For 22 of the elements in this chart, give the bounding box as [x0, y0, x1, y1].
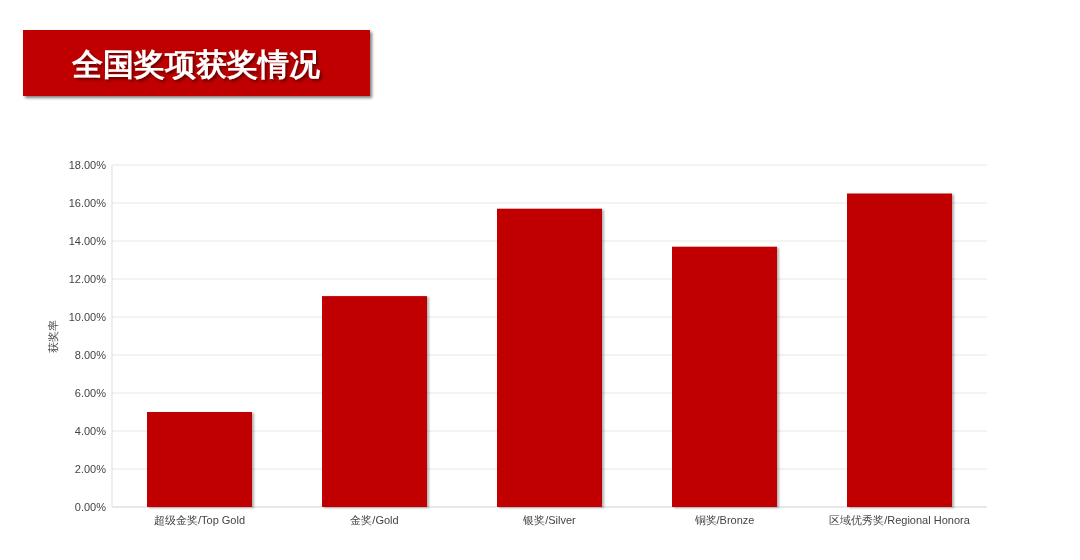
- bar: [847, 193, 952, 507]
- y-tick-label: 10.00%: [68, 311, 107, 323]
- y-tick-label: 16.00%: [68, 197, 107, 209]
- y-tick-label: 14.00%: [68, 235, 107, 247]
- y-tick-label: 12.00%: [68, 273, 107, 285]
- chart-title: 全国奖项获奖情况: [71, 46, 321, 82]
- bar: [147, 412, 252, 507]
- y-tick-label: 4.00%: [74, 425, 107, 437]
- bar: [497, 208, 602, 507]
- y-tick-label: 2.00%: [74, 463, 107, 475]
- y-tick-label: 18.00%: [68, 159, 107, 171]
- x-tick-label: 超级金奖/Top Gold: [153, 514, 246, 526]
- x-tick-label: 区域优秀奖/Regional Honora: [829, 514, 971, 526]
- y-tick-label: 0.00%: [74, 501, 107, 513]
- bar: [322, 296, 427, 507]
- bar: [672, 246, 777, 507]
- x-tick-label: 银奖/Silver: [522, 514, 577, 526]
- x-tick-label: 铜奖/Bronze: [693, 514, 755, 526]
- y-axis-title: 获奖率: [47, 319, 59, 353]
- y-tick-label: 8.00%: [74, 349, 107, 361]
- x-tick-label: 金奖/Gold: [350, 514, 399, 526]
- y-tick-label: 6.00%: [74, 387, 107, 399]
